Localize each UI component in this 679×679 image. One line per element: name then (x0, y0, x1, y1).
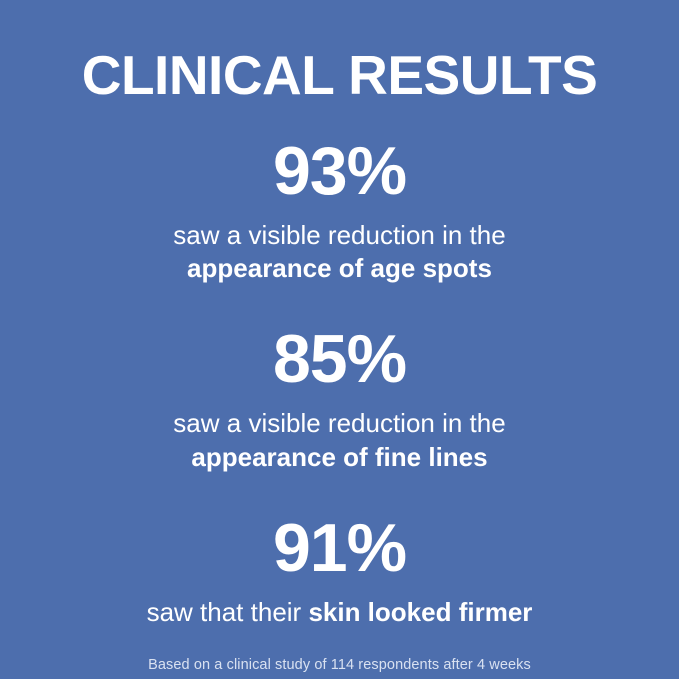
stat-value-age-spots: 93% (272, 132, 407, 209)
stat-line-regular: saw a visible reduction in the (173, 408, 506, 439)
footnote-disclaimer: Based on a clinical study of 114 respond… (148, 657, 531, 674)
stat-block-age-spots: 93% saw a visible reduction in the appea… (0, 137, 679, 286)
stat-block-skin-firmness: 91% saw that their skin looked firmer (0, 514, 679, 629)
stat-line-lead: saw that their (146, 596, 309, 627)
stat-line-bold: appearance of fine lines (191, 441, 488, 472)
stat-description-fine-lines: saw a visible reduction in the appearanc… (0, 407, 679, 474)
stat-block-fine-lines: 85% saw a visible reduction in the appea… (0, 325, 679, 474)
stats-list: 93% saw a visible reduction in the appea… (0, 137, 679, 629)
stat-description-skin-firmness: saw that their skin looked firmer (0, 596, 679, 629)
stat-line-bold: appearance of age spots (187, 253, 492, 284)
stat-line-emphasis: skin looked firmer (308, 596, 533, 627)
stat-value-skin-firmness: 91% (272, 509, 407, 586)
stat-line-mixed: saw that their skin looked firmer (0, 596, 679, 629)
stat-value-fine-lines: 85% (272, 321, 407, 398)
stat-line-regular: saw a visible reduction in the (173, 219, 506, 250)
stat-description-age-spots: saw a visible reduction in the appearanc… (0, 219, 679, 286)
page-title: CLINICAL RESULTS (81, 44, 598, 106)
